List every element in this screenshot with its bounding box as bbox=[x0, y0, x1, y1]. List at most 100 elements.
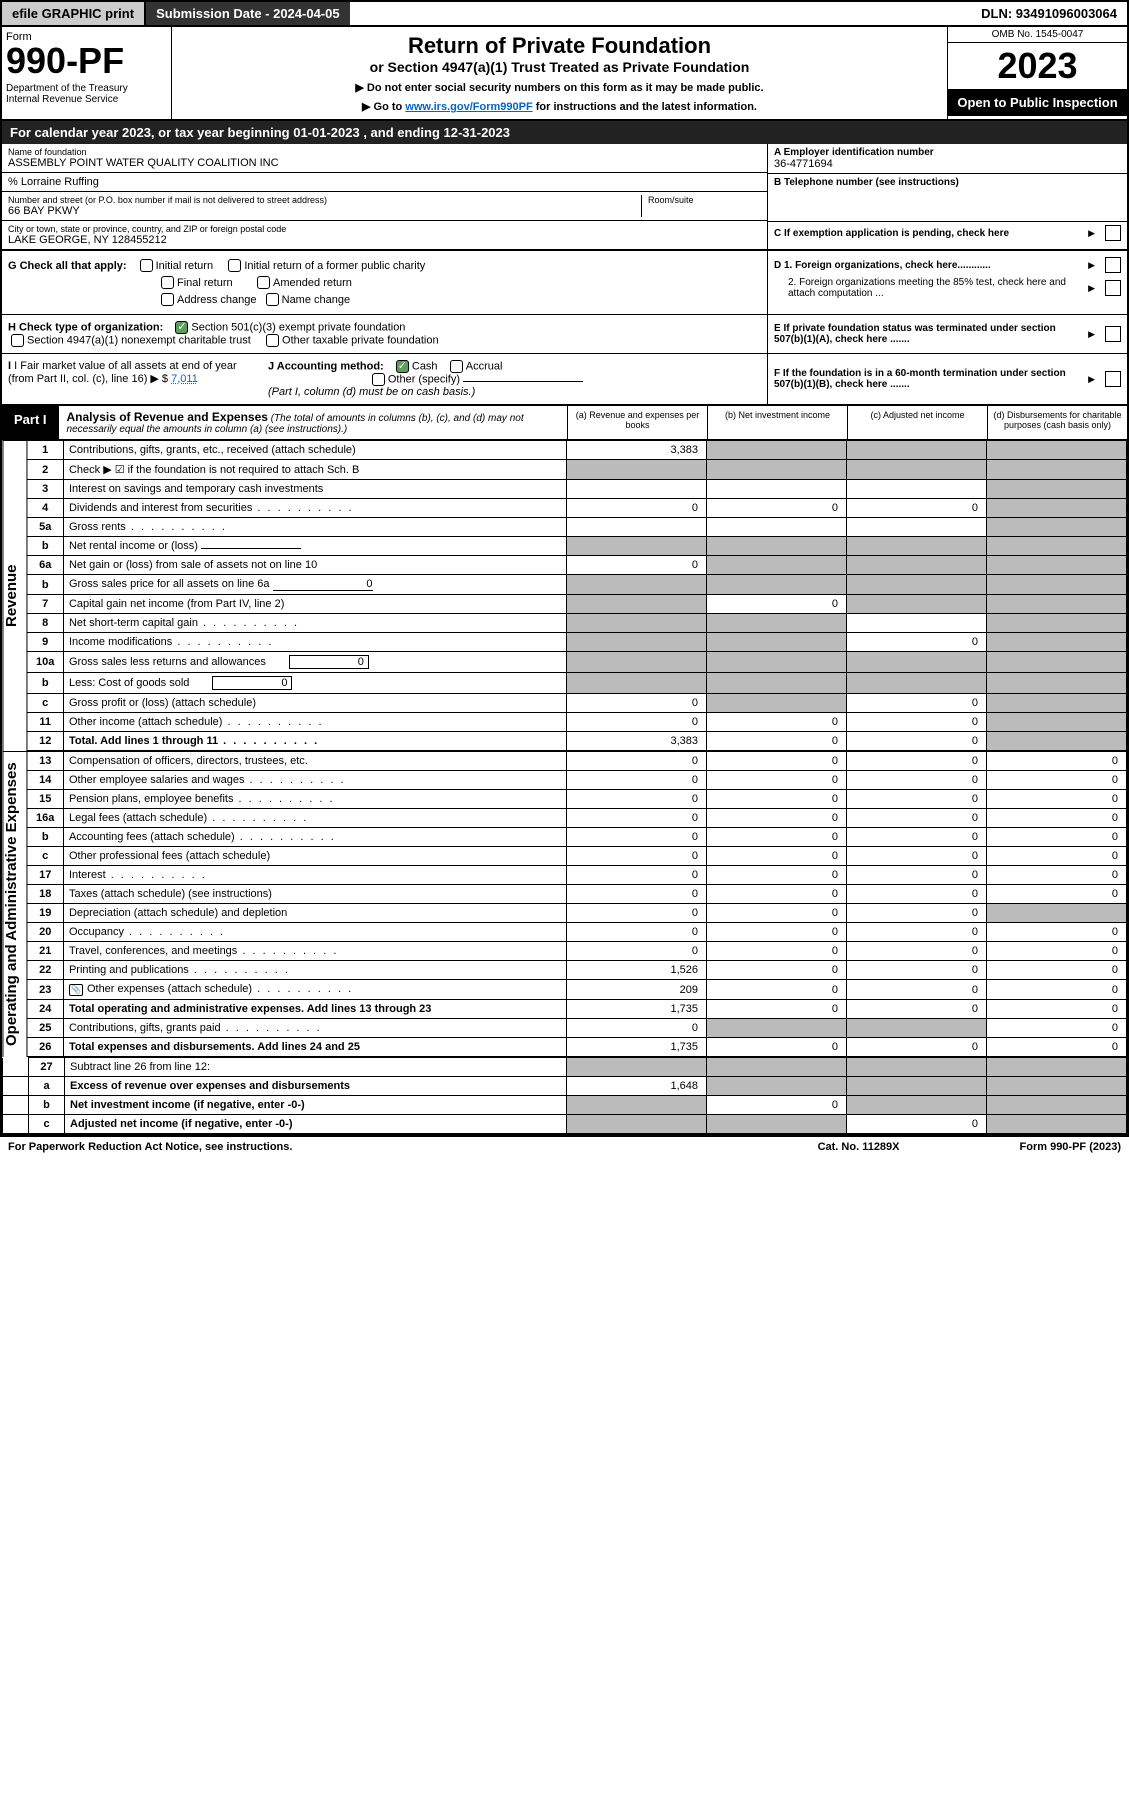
line-text: Adjusted net income (if negative, enter … bbox=[65, 1115, 567, 1134]
table-row: 15 Pension plans, employee benefits 0000 bbox=[27, 790, 1126, 809]
submission-date: Submission Date - 2024-04-05 bbox=[146, 2, 350, 25]
arrow-icon bbox=[1088, 283, 1095, 294]
amount-cell: 0 bbox=[707, 752, 847, 771]
table-row: 27 Subtract line 26 from line 12: bbox=[3, 1058, 1127, 1077]
tax-year: 2023 bbox=[948, 43, 1127, 89]
line-num: 9 bbox=[27, 633, 63, 652]
g-initial-checkbox[interactable] bbox=[140, 259, 153, 272]
amount-cell: 0 bbox=[987, 923, 1127, 942]
footer-right: Form 990-PF (2023) bbox=[1020, 1141, 1121, 1153]
g-address-checkbox[interactable] bbox=[161, 293, 174, 306]
amount-cell bbox=[987, 518, 1127, 537]
amount-cell: 0 bbox=[987, 1038, 1127, 1057]
h-label: H Check type of organization: bbox=[8, 321, 163, 333]
amount-cell: 0 bbox=[847, 1038, 987, 1057]
g-label: G Check all that apply: bbox=[8, 260, 127, 272]
c-checkbox[interactable] bbox=[1105, 225, 1121, 241]
amount-cell bbox=[567, 575, 707, 595]
ein: 36-4771694 bbox=[774, 158, 1121, 170]
line-num: 16a bbox=[27, 809, 63, 828]
j-accrual-checkbox[interactable] bbox=[450, 360, 463, 373]
table-row: b Accounting fees (attach schedule) 0000 bbox=[27, 828, 1126, 847]
amount-cell bbox=[847, 652, 987, 673]
efile-print-button[interactable]: efile GRAPHIC print bbox=[2, 2, 146, 25]
g-opt4: Initial return of a former public charit… bbox=[244, 260, 425, 272]
amount-cell: 0 bbox=[707, 828, 847, 847]
amount-cell bbox=[987, 595, 1127, 614]
g-final-checkbox[interactable] bbox=[161, 276, 174, 289]
line-num: 17 bbox=[27, 866, 63, 885]
line-text: Interest on savings and temporary cash i… bbox=[63, 480, 566, 499]
g-opt3: Address change bbox=[177, 294, 257, 306]
h-4947-checkbox[interactable] bbox=[11, 334, 24, 347]
expenses-table: 13 Compensation of officers, directors, … bbox=[27, 751, 1127, 1057]
line-text: Excess of revenue over expenses and disb… bbox=[65, 1077, 567, 1096]
g-former-checkbox[interactable] bbox=[228, 259, 241, 272]
amount-cell: 0 bbox=[987, 961, 1127, 980]
line-num: b bbox=[27, 828, 63, 847]
d2-checkbox[interactable] bbox=[1105, 280, 1121, 296]
arrow-icon bbox=[1088, 228, 1095, 239]
amount-cell: 0 bbox=[707, 885, 847, 904]
revenue-vert-label: Revenue bbox=[2, 440, 27, 751]
amount-cell bbox=[987, 732, 1127, 751]
line-num: 25 bbox=[27, 1019, 63, 1038]
g-amended-checkbox[interactable] bbox=[257, 276, 270, 289]
amount-cell: 0 bbox=[567, 556, 707, 575]
amount-cell bbox=[567, 480, 707, 499]
d1-checkbox[interactable] bbox=[1105, 257, 1121, 273]
amount-cell bbox=[707, 1115, 847, 1134]
e-checkbox[interactable] bbox=[1105, 326, 1121, 342]
amount-cell: 0 bbox=[847, 633, 987, 652]
amount-cell bbox=[987, 614, 1127, 633]
amount-cell: 0 bbox=[987, 771, 1127, 790]
amount-cell bbox=[847, 1058, 987, 1077]
amount-cell: 1,648 bbox=[567, 1077, 707, 1096]
line-text: Accounting fees (attach schedule) bbox=[63, 828, 566, 847]
irs-link[interactable]: www.irs.gov/Form990PF bbox=[405, 101, 532, 113]
amount-cell: 0 bbox=[987, 866, 1127, 885]
table-row: 1 Contributions, gifts, grants, etc., re… bbox=[27, 441, 1126, 460]
j-opt3: Other (specify) bbox=[388, 373, 460, 385]
amount-cell: 0 bbox=[987, 847, 1127, 866]
arrow-icon bbox=[1088, 260, 1095, 271]
j-cash-checkbox[interactable] bbox=[396, 360, 409, 373]
h-501c3-checkbox[interactable] bbox=[175, 321, 188, 334]
amount-cell: 0 bbox=[567, 771, 707, 790]
spacer bbox=[3, 1077, 29, 1096]
line-num: 3 bbox=[27, 480, 63, 499]
amount-cell bbox=[987, 499, 1127, 518]
j-other-checkbox[interactable] bbox=[372, 373, 385, 386]
d1-label: D 1. Foreign organizations, check here..… bbox=[774, 260, 1084, 271]
table-row: 5a Gross rents bbox=[27, 518, 1126, 537]
line-num: 15 bbox=[27, 790, 63, 809]
attachment-icon[interactable]: 📎 bbox=[69, 984, 83, 996]
ein-label: A Employer identification number bbox=[774, 147, 934, 158]
footer-mid: Cat. No. 11289X bbox=[818, 1141, 900, 1153]
table-row: 19 Depreciation (attach schedule) and de… bbox=[27, 904, 1126, 923]
amount-cell: 0 bbox=[987, 752, 1127, 771]
line-text: Pension plans, employee benefits bbox=[63, 790, 566, 809]
form-number: 990-PF bbox=[6, 43, 167, 79]
line-text: Total expenses and disbursements. Add li… bbox=[63, 1038, 566, 1057]
amount-cell: 0 bbox=[847, 752, 987, 771]
amount-cell: 0 bbox=[847, 1000, 987, 1019]
amount-cell: 0 bbox=[707, 866, 847, 885]
amount-cell bbox=[987, 1077, 1127, 1096]
line-num: 8 bbox=[27, 614, 63, 633]
table-row: 26 Total expenses and disbursements. Add… bbox=[27, 1038, 1126, 1057]
g-name-checkbox[interactable] bbox=[266, 293, 279, 306]
amount-cell bbox=[987, 673, 1127, 694]
table-row: b Net investment income (if negative, en… bbox=[3, 1096, 1127, 1115]
amount-cell: 0 bbox=[707, 942, 847, 961]
amount-cell: 0 bbox=[987, 1000, 1127, 1019]
h-other-checkbox[interactable] bbox=[266, 334, 279, 347]
amount-cell bbox=[567, 1096, 707, 1115]
g-opt1: Initial return bbox=[156, 260, 213, 272]
line-text: Other professional fees (attach schedule… bbox=[63, 847, 566, 866]
j-opt1: Cash bbox=[412, 360, 438, 372]
table-row: 22 Printing and publications 1,526000 bbox=[27, 961, 1126, 980]
c-label: C If exemption application is pending, c… bbox=[774, 228, 1084, 239]
amount-cell: 0 bbox=[847, 961, 987, 980]
f-checkbox[interactable] bbox=[1105, 371, 1121, 387]
